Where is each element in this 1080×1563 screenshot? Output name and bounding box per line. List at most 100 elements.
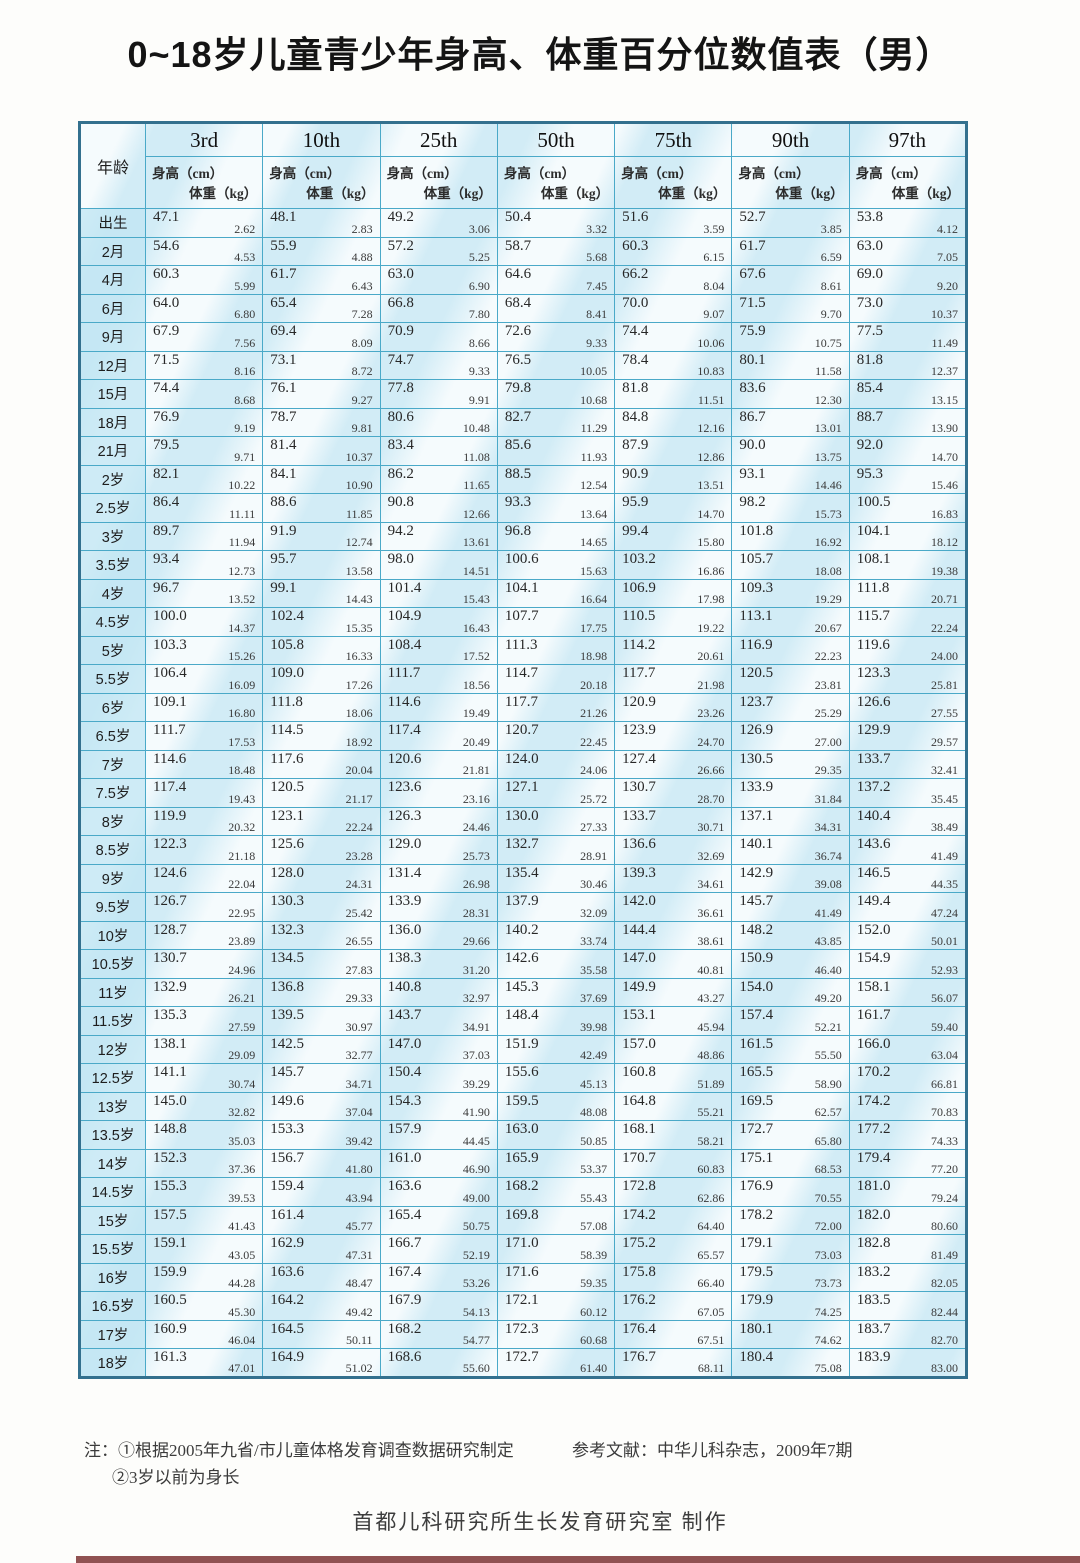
data-cell: 117.4 20.49 <box>379 721 498 751</box>
data-cell: 117.7 21.98 <box>614 664 733 694</box>
weight-value: 14.43 <box>345 592 373 606</box>
data-cell: 124.0 24.06 <box>496 749 616 779</box>
height-value: 133.7 <box>622 807 656 824</box>
weight-value: 70.83 <box>931 1105 958 1119</box>
height-value: 162.9 <box>270 1235 305 1251</box>
weight-value: 15.46 <box>931 478 958 492</box>
height-value: 142.0 <box>622 893 656 909</box>
height-value: 150.4 <box>387 1064 422 1080</box>
height-value: 86.2 <box>387 465 414 482</box>
data-cell: 86.4 11.11 <box>144 493 264 523</box>
height-value: 130.7 <box>153 950 187 966</box>
data-cell: 163.6 48.47 <box>262 1262 381 1292</box>
weight-value: 16.43 <box>462 620 490 635</box>
growth-table: 年龄 3rd 10th 25th 50th 75th 90th 97th 身高（cm） 体重（… <box>78 121 968 1379</box>
data-cell: 52.7 3.85 <box>731 208 850 238</box>
height-value: 145.7 <box>739 893 774 909</box>
weight-value: 37.36 <box>228 1162 256 1176</box>
table-row: 13岁 145.0 32.82 149.6 37.04 154.3 41.90 159.5 48… <box>79 1091 968 1121</box>
data-cell: 84.8 12.16 <box>614 407 733 437</box>
data-cell: 123.3 25.81 <box>848 664 968 694</box>
height-value: 108.1 <box>856 551 891 567</box>
weight-value: 67.51 <box>697 1333 725 1347</box>
height-value: 148.2 <box>739 921 774 938</box>
height-value: 129.0 <box>387 836 422 852</box>
data-cell: 137.1 34.31 <box>731 806 850 836</box>
age-label: 18月 <box>79 407 146 437</box>
weight-value: 48.86 <box>697 1048 725 1062</box>
data-cell: 74.4 10.06 <box>614 322 733 352</box>
height-value: 163.6 <box>387 1178 422 1194</box>
height-value: 126.6 <box>856 693 891 710</box>
height-value: 170.7 <box>622 1149 656 1166</box>
data-cell: 116.9 22.23 <box>731 635 850 665</box>
weight-value: 24.00 <box>931 649 958 663</box>
height-value: 181.0 <box>856 1178 891 1194</box>
height-value: 136.6 <box>622 836 656 852</box>
height-value: 151.9 <box>504 1035 539 1052</box>
height-value: 49.2 <box>387 209 414 225</box>
height-value: 120.6 <box>387 750 422 767</box>
age-label: 6岁 <box>79 692 146 722</box>
height-value: 152.3 <box>153 1149 187 1166</box>
weight-value: 9.07 <box>703 307 725 321</box>
height-value: 172.7 <box>504 1349 539 1365</box>
data-cell: 101.4 15.43 <box>379 578 498 608</box>
unit-header-cell: 身高（cm） 体重（kg） <box>144 156 264 209</box>
data-cell: 129.0 25.73 <box>379 835 498 865</box>
data-cell: 160.8 51.89 <box>614 1063 733 1093</box>
height-value: 136.0 <box>387 921 422 938</box>
data-cell: 108.4 17.52 <box>379 635 498 665</box>
data-cell: 165.4 50.75 <box>379 1205 498 1235</box>
weight-value: 35.03 <box>228 1133 256 1148</box>
weight-value: 25.73 <box>462 848 490 863</box>
height-value: 179.9 <box>739 1292 774 1308</box>
data-cell: 166.0 63.04 <box>848 1034 968 1064</box>
height-value: 47.1 <box>153 209 180 225</box>
weight-value: 41.49 <box>814 905 842 920</box>
data-cell: 109.1 16.80 <box>144 692 264 722</box>
table-row: 16.5岁 160.5 45.30 164.2 49.42 167.9 54.13 172.1… <box>79 1291 968 1321</box>
height-value: 119.9 <box>153 807 187 824</box>
note-reference: 参考文献：中华儿科杂志，2009年7期 <box>572 1441 853 1460</box>
data-cell: 74.7 9.33 <box>379 350 498 380</box>
weight-value: 26.21 <box>228 991 256 1005</box>
height-value: 153.3 <box>270 1121 305 1137</box>
height-value: 85.4 <box>856 380 883 396</box>
weight-value: 9.81 <box>351 421 373 435</box>
weight-value: 44.45 <box>462 1133 490 1148</box>
data-cell: 71.5 9.70 <box>731 293 850 323</box>
data-cell: 74.4 8.68 <box>144 379 264 409</box>
height-value: 89.7 <box>153 522 180 539</box>
age-label: 9月 <box>79 322 146 352</box>
weight-value: 18.98 <box>580 649 608 663</box>
weight-value: 21.26 <box>580 706 608 720</box>
height-value: 133.9 <box>387 893 422 909</box>
age-label: 4.5岁 <box>79 607 146 637</box>
weight-value: 20.04 <box>345 763 373 777</box>
data-cell: 73.1 8.72 <box>262 350 381 380</box>
height-value: 104.1 <box>504 579 539 596</box>
height-value: 135.4 <box>504 864 539 881</box>
height-value: 137.1 <box>739 807 774 824</box>
weight-value: 7.45 <box>586 278 608 293</box>
height-value: 108.4 <box>387 636 422 653</box>
weight-value: 6.80 <box>234 307 256 321</box>
age-label: 2岁 <box>79 464 146 494</box>
data-cell: 105.7 18.08 <box>731 550 850 580</box>
data-cell: 67.6 8.61 <box>731 265 850 295</box>
age-label: 15.5岁 <box>79 1234 146 1264</box>
weight-value: 38.61 <box>697 934 725 948</box>
height-value: 61.7 <box>739 237 766 254</box>
table-row: 7岁 114.6 18.48 117.6 20.04 120.6 21.81 124.0 24.… <box>79 749 968 779</box>
weight-value: 12.66 <box>462 506 490 521</box>
weight-value: 31.20 <box>462 962 490 977</box>
weight-value: 57.08 <box>580 1219 608 1233</box>
data-cell: 129.9 29.57 <box>848 721 968 751</box>
weight-value: 20.61 <box>697 649 725 663</box>
height-value: 183.2 <box>856 1263 891 1280</box>
data-cell: 104.9 16.43 <box>379 607 498 637</box>
data-cell: 132.3 26.55 <box>262 920 381 950</box>
height-value: 139.3 <box>622 864 656 881</box>
height-value: 67.6 <box>739 266 766 282</box>
